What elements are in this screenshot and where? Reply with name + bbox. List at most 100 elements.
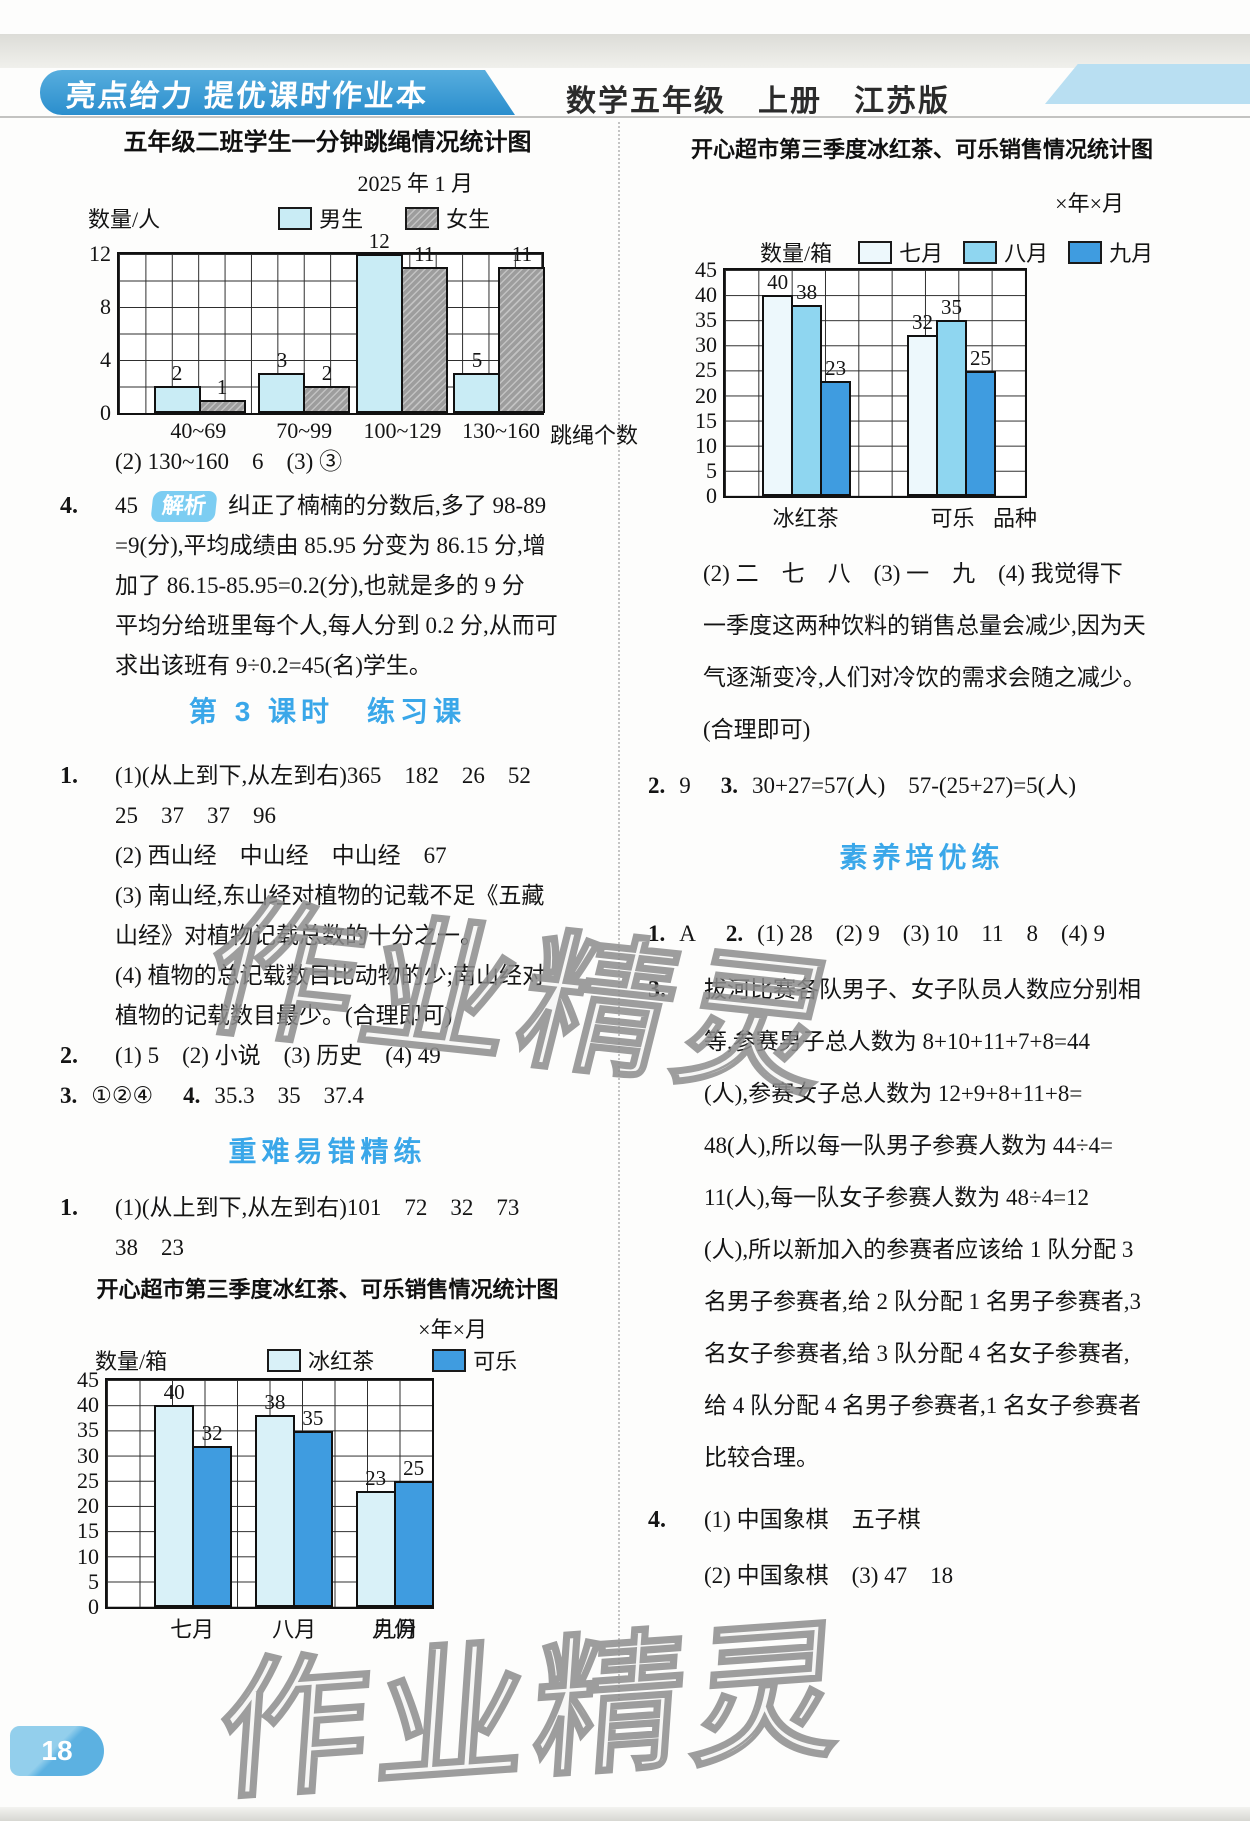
bar-with-label: 38 bbox=[791, 280, 823, 496]
bar-value-label: 11 bbox=[414, 242, 435, 266]
legend-label: 七月 bbox=[899, 241, 944, 266]
bar-value-label: 1 bbox=[216, 375, 228, 399]
x-axis-title: 月份 bbox=[372, 1617, 417, 1642]
bar-value-label: 23 bbox=[365, 1466, 387, 1490]
y-tick-label: 25 bbox=[695, 357, 717, 383]
bar-value-label: 3 bbox=[276, 348, 288, 372]
chart-date-label: ×年×月 bbox=[1055, 191, 1124, 216]
y-tick-label: 10 bbox=[695, 432, 717, 458]
answer-item-1b: 1. (1)(从上到下,从左到右)101 72 32 73 38 23 bbox=[60, 1188, 595, 1268]
bar bbox=[254, 1415, 295, 1607]
answer-item-2: 2. (1) 5 (2) 小说 (3) 历史 (4) 49 bbox=[60, 1036, 595, 1076]
bar-with-label: 12 bbox=[355, 229, 403, 413]
item-text: (1)(从上到下,从左到右)101 72 32 73 38 23 bbox=[115, 1195, 520, 1260]
legend-label: 女生 bbox=[446, 207, 491, 232]
y-tick-label: 35 bbox=[77, 1417, 99, 1443]
bar-value-label: 12 bbox=[368, 229, 390, 253]
y-tick-label: 12 bbox=[89, 241, 111, 266]
item-number: 1. bbox=[648, 921, 666, 946]
item-number: 1. bbox=[60, 1195, 78, 1221]
answer-line: (2) 130~160 6 (3) ③ bbox=[115, 449, 343, 474]
bar-group: 40 38 23 bbox=[760, 270, 853, 496]
bar-with-label: 40 bbox=[762, 270, 794, 496]
page-number-badge: 18 bbox=[10, 1726, 104, 1776]
y-tick-label: 15 bbox=[77, 1518, 99, 1544]
legend-swatch bbox=[432, 1348, 467, 1372]
bar bbox=[355, 1491, 396, 1607]
y-tick-label: 0 bbox=[706, 482, 717, 508]
item-answer: 45 bbox=[115, 493, 138, 518]
bar-with-label: 23 bbox=[355, 1466, 396, 1607]
jump-rope-bar-chart: 五年级二班学生一分钟跳绳情况统计图 2025 年 1 月 数量/人 男生 女生 1… bbox=[60, 122, 638, 452]
bar-value-label: 25 bbox=[403, 1456, 425, 1480]
item-number: 3. bbox=[648, 977, 666, 1003]
legend-swatch bbox=[1068, 240, 1103, 264]
chart-legend-row: 数量/箱 冰红茶 可乐 bbox=[95, 1344, 517, 1376]
item-text: (1) 中国象棋 五子棋 (2) 中国象棋 (3) 47 18 bbox=[704, 1507, 954, 1588]
bar bbox=[355, 254, 403, 413]
bar-value-label: 32 bbox=[912, 310, 933, 334]
y-tick-label: 35 bbox=[695, 307, 717, 333]
bar bbox=[303, 386, 351, 413]
bar-value-label: 25 bbox=[970, 346, 991, 370]
book-title: 数学五年级 上册 江苏版 bbox=[566, 85, 950, 118]
bar-value-label: 2 bbox=[321, 361, 333, 385]
bar-value-label: 23 bbox=[825, 356, 847, 380]
supermarket-monthly-bar-chart: 开心超市第三季度冰红茶、可乐销售情况统计图 ×年×月 数量/箱 冰红茶 可乐 45… bbox=[60, 1272, 595, 1672]
x-axis-labels: 月份 七月 八月 九月 bbox=[105, 1612, 434, 1644]
x-category-label: 七月 bbox=[170, 1617, 215, 1642]
x-axis-title: 跳绳个数 bbox=[550, 423, 639, 448]
y-tick-label: 10 bbox=[77, 1543, 99, 1569]
bar-with-label: 3 bbox=[258, 348, 306, 413]
item-number: 3. bbox=[60, 1083, 78, 1108]
chart-legend-row: 数量/人 男生 女生 bbox=[88, 202, 490, 234]
item-answer: (1) 28 (2) 9 (3) 10 11 8 (4) 9 bbox=[757, 921, 1106, 946]
x-axis-labels: 品种 冰红茶 可乐 bbox=[723, 501, 1037, 533]
brand-banner: 亮点给力 提优课时作业本 bbox=[40, 70, 515, 115]
y-axis-ticks: 45 40 35 30 25 20 15 10 5 0 bbox=[673, 259, 717, 507]
left-column: 五年级二班学生一分钟跳绳情况统计图 2025 年 1 月 数量/人 男生 女生 1… bbox=[60, 0, 638, 1821]
bar-with-label: 5 bbox=[453, 348, 501, 413]
item-answer: 9 bbox=[679, 773, 691, 798]
item-number: 2. bbox=[725, 921, 744, 946]
chart-date-label: ×年×月 bbox=[418, 1317, 487, 1342]
plot-area: 45 40 35 30 25 20 15 10 5 0 40 32 38 35 23 25 bbox=[77, 1369, 434, 1617]
y-axis-label: 数量/箱 bbox=[760, 241, 833, 266]
legend-item: 冰红茶 bbox=[267, 1344, 374, 1376]
answer-items-2-3: 2. 9 3. 30+27=57(人) 57-(25+27)=5(人) bbox=[648, 760, 1196, 812]
legend-item: 八月 bbox=[963, 236, 1048, 268]
y-axis-ticks: 45 40 35 30 25 20 15 10 5 0 bbox=[55, 1369, 99, 1618]
y-axis-label: 数量/人 bbox=[88, 207, 161, 232]
bar bbox=[258, 373, 306, 413]
bar bbox=[965, 371, 996, 496]
x-category-label: 100~129 bbox=[363, 418, 442, 443]
plot-area: 12 8 4 0 2 1 3 2 12 11 5 11 bbox=[89, 229, 546, 424]
y-axis-label: 数量/箱 bbox=[95, 1349, 168, 1374]
item-number: 4. bbox=[183, 1083, 201, 1108]
y-tick-label: 5 bbox=[706, 457, 717, 483]
bar-group: 5 11 bbox=[452, 242, 547, 413]
section-title-competency: 素养培优练 bbox=[839, 842, 1005, 873]
plot-area: 45 40 35 30 25 20 15 10 5 0 40 38 23 32 35 25 bbox=[695, 259, 1027, 506]
bar-value-label: 32 bbox=[201, 1421, 223, 1445]
y-tick-label: 0 bbox=[100, 400, 111, 425]
legend-item: 七月 bbox=[858, 236, 943, 268]
item-number: 4. bbox=[648, 1507, 666, 1533]
answer-item-3-tugofwar: 3. 拔河比赛各队男子、女子队员人数应分别相 等,参赛男子总人数为 8+10+1… bbox=[648, 964, 1196, 1484]
y-tick-label: 4 bbox=[100, 347, 111, 372]
item-number: 3. bbox=[720, 773, 738, 798]
y-tick-label: 40 bbox=[695, 282, 717, 308]
bar bbox=[907, 335, 938, 496]
legend-swatch bbox=[858, 240, 893, 264]
bar-group: 12 11 bbox=[354, 229, 449, 413]
legend-swatch bbox=[405, 206, 440, 230]
bar-with-label: 32 bbox=[192, 1421, 233, 1607]
bar-with-label: 32 bbox=[907, 310, 938, 496]
y-tick-label: 30 bbox=[695, 332, 717, 358]
plot-zone: 45 40 35 30 25 20 15 10 5 0 40 32 38 35 23 25 月份 七月 八月九… bbox=[77, 1369, 434, 1644]
legend-label: 八月 bbox=[1004, 241, 1049, 266]
page-top-edge-band bbox=[0, 34, 1250, 68]
